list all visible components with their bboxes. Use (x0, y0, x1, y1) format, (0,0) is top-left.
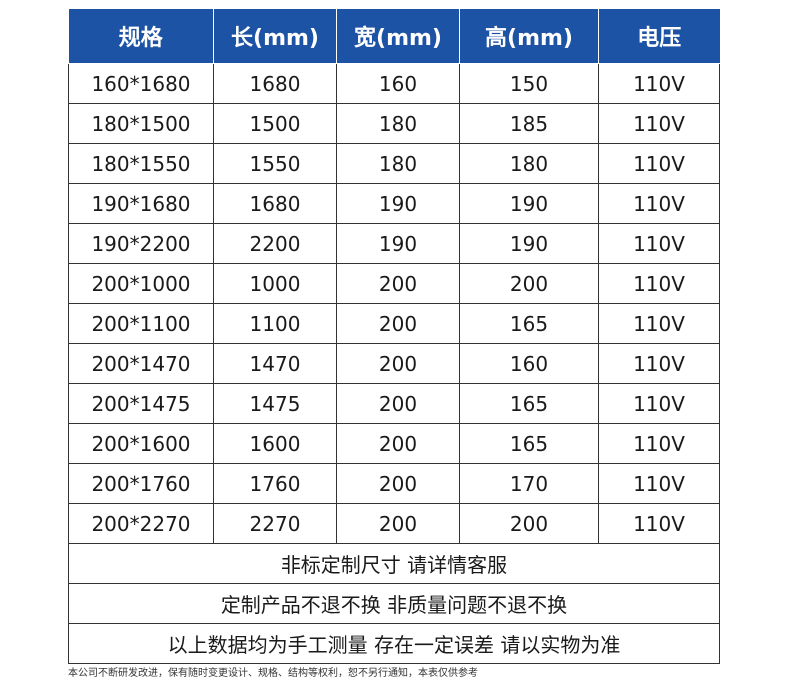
header-voltage: 电压 (598, 9, 720, 64)
cell-voltage: 110V (598, 103, 720, 144)
header-spec: 规格 (68, 9, 214, 64)
cell-spec: 200*1100 (68, 303, 214, 344)
cell-voltage: 110V (598, 503, 720, 544)
header-length: 长(mm) (213, 9, 337, 64)
cell-spec: 200*1475 (68, 383, 214, 424)
cell-width: 190 (336, 183, 460, 224)
spec-table-container: 规格 长(mm) 宽(mm) 高(mm) 电压 160*1680 1680 160 1… (68, 9, 720, 664)
cell-voltage: 110V (598, 383, 720, 424)
cell-spec: 200*2270 (68, 503, 214, 544)
cell-length: 1470 (213, 343, 337, 384)
note-text: 以上数据均为手工测量 存在一定误差 请以实物为准 (68, 623, 720, 664)
footer-disclaimer: 本公司不断研发改进，保有随时变更设计、规格、结构等权利，恕不另行通知，本表仅供参… (68, 668, 478, 679)
table-body: 160*1680 1680 160 150 110V 180*1500 1500 180 185… (68, 63, 720, 664)
cell-spec: 200*1000 (68, 263, 214, 304)
cell-voltage: 110V (598, 143, 720, 184)
cell-height: 190 (459, 183, 599, 224)
cell-length: 1600 (213, 423, 337, 464)
table-row: 200*1000 1000 200 200 110V (68, 263, 720, 304)
table-row: 190*1680 1680 190 190 110V (68, 183, 720, 224)
cell-length: 1500 (213, 103, 337, 144)
table-header-row: 规格 长(mm) 宽(mm) 高(mm) 电压 (68, 9, 720, 64)
note-text: 定制产品不退不换 非质量问题不退不换 (68, 583, 720, 624)
note-row: 非标定制尺寸 请详情客服 (68, 543, 720, 584)
note-row: 以上数据均为手工测量 存在一定误差 请以实物为准 (68, 623, 720, 664)
cell-voltage: 110V (598, 183, 720, 224)
cell-spec: 180*1550 (68, 143, 214, 184)
cell-voltage: 110V (598, 303, 720, 344)
table-row: 200*1475 1475 200 165 110V (68, 383, 720, 424)
cell-height: 150 (459, 63, 599, 104)
cell-height: 160 (459, 343, 599, 384)
cell-spec: 200*1470 (68, 343, 214, 384)
cell-height: 165 (459, 303, 599, 344)
cell-spec: 200*1600 (68, 423, 214, 464)
note-text: 非标定制尺寸 请详情客服 (68, 543, 720, 584)
cell-height: 165 (459, 423, 599, 464)
spec-table: 规格 长(mm) 宽(mm) 高(mm) 电压 160*1680 1680 160 1… (68, 9, 720, 664)
cell-length: 1550 (213, 143, 337, 184)
cell-spec: 190*2200 (68, 223, 214, 264)
table-row: 180*1550 1550 180 180 110V (68, 143, 720, 184)
cell-width: 200 (336, 503, 460, 544)
cell-width: 200 (336, 303, 460, 344)
table-row: 180*1500 1500 180 185 110V (68, 103, 720, 144)
table-row: 200*1600 1600 200 165 110V (68, 423, 720, 464)
cell-voltage: 110V (598, 63, 720, 104)
cell-voltage: 110V (598, 343, 720, 384)
cell-height: 190 (459, 223, 599, 264)
cell-width: 200 (336, 263, 460, 304)
cell-voltage: 110V (598, 423, 720, 464)
cell-voltage: 110V (598, 223, 720, 264)
cell-width: 190 (336, 223, 460, 264)
cell-height: 185 (459, 103, 599, 144)
cell-length: 2200 (213, 223, 337, 264)
cell-width: 160 (336, 63, 460, 104)
cell-height: 165 (459, 383, 599, 424)
cell-voltage: 110V (598, 263, 720, 304)
note-row: 定制产品不退不换 非质量问题不退不换 (68, 583, 720, 624)
header-height: 高(mm) (459, 9, 599, 64)
header-width: 宽(mm) (336, 9, 460, 64)
cell-height: 200 (459, 503, 599, 544)
table-row: 200*1760 1760 200 170 110V (68, 463, 720, 504)
cell-spec: 160*1680 (68, 63, 214, 104)
table-row: 200*1100 1100 200 165 110V (68, 303, 720, 344)
cell-width: 200 (336, 423, 460, 464)
cell-length: 1680 (213, 183, 337, 224)
cell-width: 180 (336, 103, 460, 144)
cell-voltage: 110V (598, 463, 720, 504)
cell-spec: 180*1500 (68, 103, 214, 144)
cell-width: 200 (336, 343, 460, 384)
cell-height: 180 (459, 143, 599, 184)
table-row: 160*1680 1680 160 150 110V (68, 63, 720, 104)
table-row: 200*2270 2270 200 200 110V (68, 503, 720, 544)
cell-length: 1100 (213, 303, 337, 344)
cell-spec: 190*1680 (68, 183, 214, 224)
cell-width: 200 (336, 383, 460, 424)
table-row: 190*2200 2200 190 190 110V (68, 223, 720, 264)
cell-spec: 200*1760 (68, 463, 214, 504)
cell-length: 1000 (213, 263, 337, 304)
cell-width: 200 (336, 463, 460, 504)
table-row: 200*1470 1470 200 160 110V (68, 343, 720, 384)
cell-height: 170 (459, 463, 599, 504)
cell-length: 1760 (213, 463, 337, 504)
cell-length: 2270 (213, 503, 337, 544)
cell-length: 1680 (213, 63, 337, 104)
cell-width: 180 (336, 143, 460, 184)
cell-length: 1475 (213, 383, 337, 424)
cell-height: 200 (459, 263, 599, 304)
